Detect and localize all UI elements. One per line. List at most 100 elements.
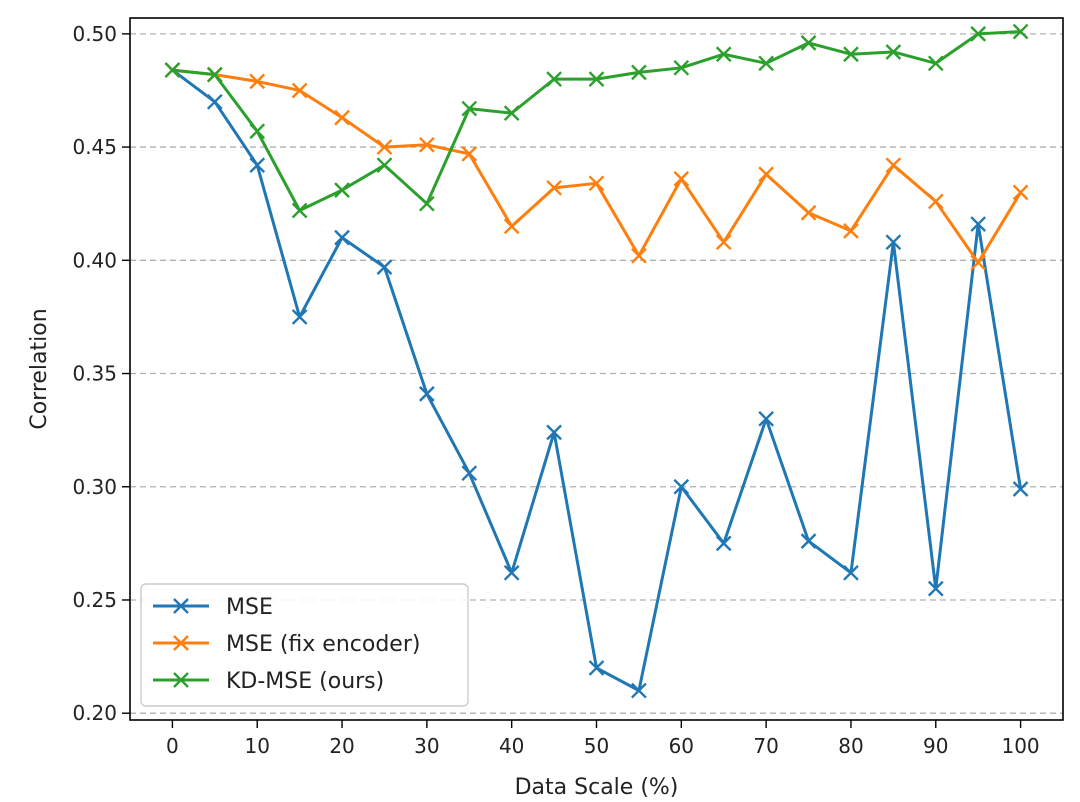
data-point-marker — [927, 193, 944, 210]
x-tick-label: 40 — [499, 734, 524, 758]
marker-stroke — [419, 136, 435, 153]
legend-item: MSE (fix encoder) — [153, 632, 420, 657]
marker-stroke — [546, 71, 562, 87]
marker-stroke — [758, 166, 774, 183]
data-point-marker — [291, 309, 308, 325]
data-point-marker — [800, 533, 817, 549]
data-point-marker — [970, 26, 987, 42]
axes: 0.20 0.25 0.30 0.35 0.40 0.45 0.50 0 10 20 30 40 50 6… — [72, 22, 1039, 758]
marker-stroke — [1012, 23, 1029, 40]
x-tick-label: 90 — [923, 734, 948, 758]
data-point-marker — [546, 424, 562, 441]
data-point-marker — [376, 157, 393, 174]
data-point-marker — [334, 109, 350, 126]
legend-label: MSE — [226, 595, 273, 620]
data-point-marker — [249, 157, 266, 174]
marker-stroke — [249, 157, 266, 174]
data-point-marker — [503, 105, 520, 121]
legend-marker-stroke — [173, 672, 189, 688]
data-point-marker — [503, 218, 520, 235]
y-tick-label: 0.20 — [72, 701, 117, 725]
x-tick-label: 20 — [329, 734, 354, 758]
data-point-marker — [164, 62, 181, 78]
data-point-marker — [970, 254, 987, 271]
marker-stroke — [588, 71, 605, 87]
marker-stroke — [970, 216, 987, 232]
data-point-marker — [673, 478, 690, 495]
data-point-marker — [1012, 481, 1029, 497]
marker-stroke — [885, 44, 902, 60]
y-axis-title: Correlation — [27, 308, 52, 429]
marker-stroke — [249, 73, 266, 90]
data-point-marker — [461, 100, 478, 117]
marker-stroke — [588, 660, 605, 676]
data-point-marker — [588, 71, 605, 87]
data-point-marker — [291, 82, 308, 99]
data-point-marker — [758, 55, 774, 72]
marker-stroke — [631, 682, 647, 699]
marker-stroke — [673, 59, 690, 76]
marker-stroke — [334, 182, 350, 198]
marker-stroke — [461, 465, 478, 482]
data-point-marker — [800, 35, 817, 51]
marker-stroke — [715, 234, 732, 251]
marker-stroke — [885, 157, 902, 174]
data-point-marker — [970, 216, 987, 232]
marker-stroke — [631, 247, 647, 264]
data-point-marker — [715, 46, 732, 63]
data-point-marker — [376, 259, 393, 275]
marker-stroke — [715, 46, 732, 63]
data-point-marker — [843, 46, 859, 63]
x-tick-label: 80 — [838, 734, 863, 758]
data-point-marker — [927, 55, 944, 72]
marker-stroke — [970, 254, 987, 271]
marker-stroke — [503, 218, 520, 235]
series-kd-mse-ours — [164, 23, 1029, 219]
marker-stroke — [164, 62, 181, 78]
marker-stroke — [461, 146, 478, 162]
data-point-marker — [503, 564, 520, 581]
marker-stroke — [715, 535, 732, 552]
legend: MSE MSE (fix encoder) KD-MSE (ours) — [140, 583, 469, 707]
marker-stroke — [334, 229, 350, 246]
data-point-marker — [715, 234, 732, 251]
legend-marker-stroke — [173, 635, 189, 651]
x-tick-label: 50 — [584, 734, 609, 758]
marker-stroke — [843, 46, 859, 63]
marker-stroke — [800, 35, 817, 51]
marker-stroke — [588, 175, 605, 192]
marker-stroke — [249, 123, 266, 140]
marker-stroke — [673, 170, 690, 187]
data-point-marker — [758, 410, 774, 427]
marker-stroke — [800, 533, 817, 549]
marker-stroke — [927, 580, 944, 597]
marker-stroke — [631, 64, 647, 81]
data-point-marker — [461, 146, 478, 162]
data-point-marker — [758, 166, 774, 183]
legend-label: KD-MSE (ours) — [226, 669, 384, 694]
marker-stroke — [970, 26, 987, 42]
data-point-marker — [800, 204, 817, 221]
data-point-marker — [631, 682, 647, 699]
data-point-marker — [546, 71, 562, 87]
marker-stroke — [419, 386, 435, 402]
data-point-marker — [715, 535, 732, 552]
marker-stroke — [206, 66, 223, 83]
marker-stroke — [291, 309, 308, 325]
legend-marker-stroke — [173, 598, 189, 614]
y-tick-label: 0.40 — [72, 248, 117, 272]
marker-stroke — [376, 259, 393, 275]
y-tick-label: 0.30 — [72, 475, 117, 499]
marker-stroke — [758, 55, 774, 72]
legend-item: MSE — [153, 595, 273, 620]
data-point-marker — [376, 139, 393, 155]
legend-label: MSE (fix encoder) — [226, 632, 420, 657]
data-point-marker — [291, 202, 308, 219]
data-point-marker — [673, 59, 690, 76]
x-tick-label: 0 — [166, 734, 179, 758]
y-tick-label: 0.25 — [72, 588, 117, 612]
data-point-marker — [461, 465, 478, 482]
marker-stroke — [376, 157, 393, 174]
series-group — [164, 23, 1029, 699]
